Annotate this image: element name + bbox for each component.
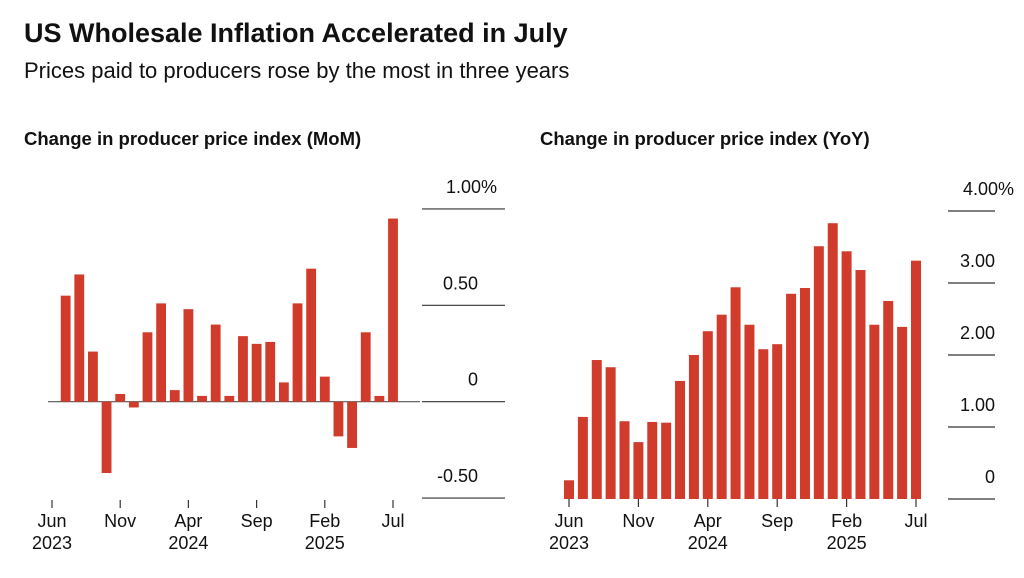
bar [60,295,71,402]
bar [142,332,153,402]
bar [897,326,908,499]
bar [702,331,713,499]
chart-title: Change in producer price index (YoY) [540,128,870,149]
x-tick-label: Feb 2025 [304,511,345,553]
y-tick-label: 0.50 [443,273,478,293]
bar [183,309,194,402]
bar [619,421,630,499]
bar [224,395,235,402]
bar [633,442,644,499]
bar [716,314,727,499]
x-tick-label: Jun 2023 [31,511,73,553]
bar [374,395,385,402]
bar [197,395,207,402]
bar [841,251,852,499]
bar [758,349,769,499]
bar [577,416,588,499]
bar [605,367,616,499]
bar [128,401,139,408]
bar [799,288,810,499]
bar [251,343,262,402]
bar [827,223,838,499]
x-tick-label: Apr 2024 [168,511,209,553]
bar [855,270,866,499]
y-tick-label: 1.00% [446,177,497,197]
x-tick-label: Jun 2023 [548,511,590,553]
bar [869,324,880,499]
bar [883,300,894,499]
y-tick-label: 1.00 [960,395,995,415]
x-tick-label: Jul [904,511,928,531]
subtitle: Prices paid to producers rose by the mos… [24,58,570,83]
bar [661,422,672,499]
bar [591,360,602,499]
bar [772,344,783,499]
x-tick-label: Nov [622,511,655,531]
bar [156,303,167,402]
y-tick-label: 4.00% [963,179,1014,199]
y-tick-label: -0.50 [437,466,478,486]
bar [388,218,398,402]
bar [210,324,221,402]
x-tick-label: Jul [381,511,405,531]
bar [333,401,344,437]
bar [360,332,371,402]
bar [744,324,755,499]
bar [238,336,248,402]
bar [564,480,574,499]
bar [319,376,330,402]
bar [265,341,276,402]
x-tick-label: Nov [104,511,137,531]
bar [911,260,921,499]
chart-title: Change in producer price index (MoM) [24,128,362,149]
y-tick-label: 2.00 [960,323,995,343]
bar [306,268,317,402]
bar [74,274,85,402]
y-tick-label: 0 [468,370,478,390]
bar [675,380,686,499]
title: US Wholesale Inflation Accelerated in Ju… [24,18,568,48]
x-tick-label: Sep [761,511,794,531]
bar [101,401,112,474]
bar [688,354,699,499]
bar [169,390,180,402]
bar [278,382,289,402]
bar [647,421,658,499]
y-tick-label: 0 [985,467,995,487]
bar [88,351,98,402]
y-tick-label: 3.00 [960,251,995,271]
bar [730,287,741,499]
x-tick-label: Feb 2025 [826,511,867,553]
bar [115,393,126,402]
bar [292,303,303,402]
x-tick-label: Sep [240,511,273,531]
bar [347,401,357,448]
x-tick-label: Apr 2024 [687,511,728,553]
bar [813,246,824,499]
bar [786,293,797,499]
